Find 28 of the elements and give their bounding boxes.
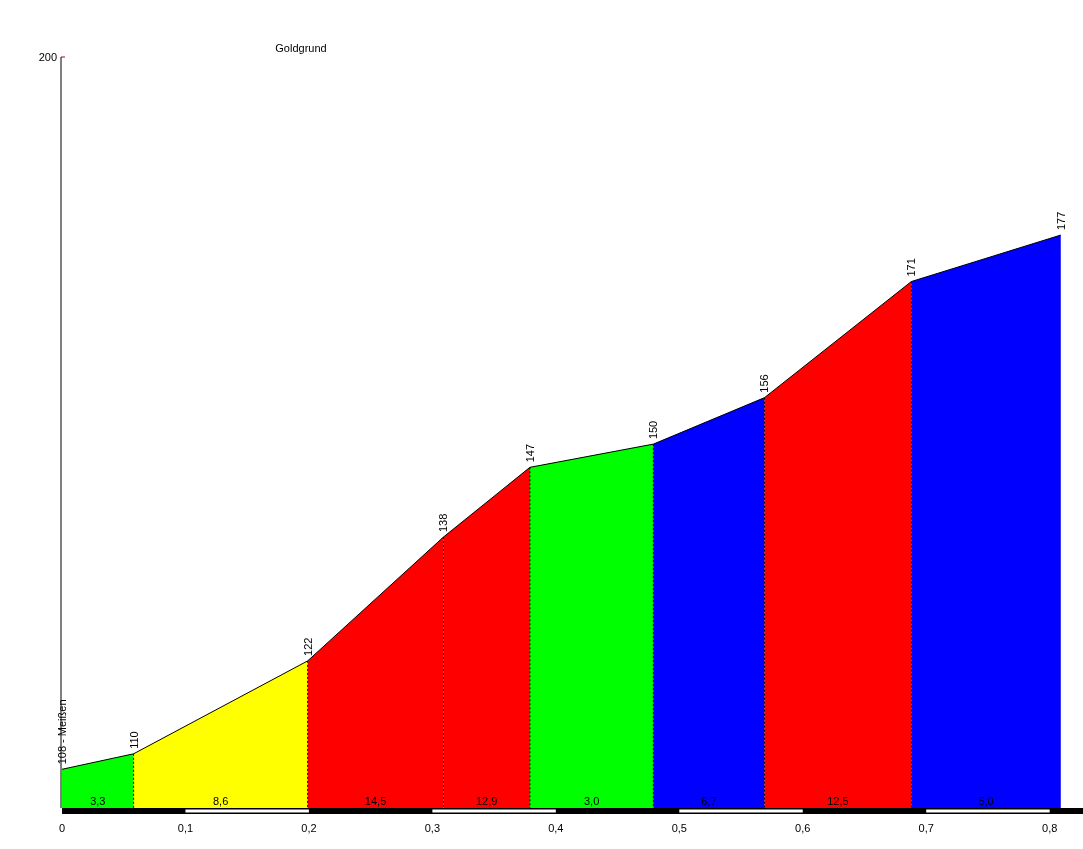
data-label: 138 (437, 513, 450, 533)
text: 200 (38, 50, 57, 63)
x-tick-label: 0,2 (301, 822, 317, 834)
data-label: 147 (523, 443, 536, 463)
annotation: 3,3 (90, 795, 106, 807)
annotation: 8,6 (213, 795, 229, 807)
data-label: 156 (758, 374, 771, 393)
x-tick-label: 0 (58, 822, 66, 834)
annotation: 12,5 (827, 795, 849, 807)
chart-title: Goldgrund (275, 42, 327, 54)
annotation: 5,0 (978, 795, 994, 807)
annotation: 14,5 (364, 795, 387, 807)
data-label: 171 (905, 258, 918, 277)
x-tick-label: 0,4 (548, 822, 564, 834)
annotation: 6,7 (701, 795, 717, 807)
x-tick-label: 0,6 (795, 822, 811, 834)
x-tick-label: 0,7 (918, 822, 934, 834)
data-label: 110 (127, 731, 140, 749)
data-label: 150 (647, 420, 660, 440)
x-tick-label: 0,1 (177, 822, 194, 834)
data-label: 122 (301, 637, 314, 656)
data-label: 177 (1054, 211, 1067, 231)
annotation: 3,0 (583, 795, 600, 807)
data-label: 108 - Meißen (56, 699, 68, 765)
x-tick-label: 0,3 (424, 822, 441, 834)
annotation: 12,9 (475, 795, 498, 807)
x-tick-label: 0,8 (1042, 822, 1058, 834)
x-tick-label: 0,5 (671, 822, 687, 834)
